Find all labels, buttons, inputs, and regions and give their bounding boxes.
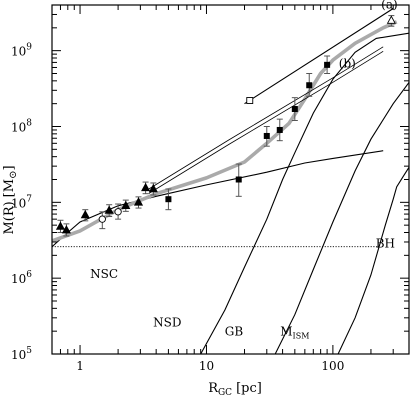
- data-points-layer: [55, 15, 396, 237]
- square-point-0: [165, 196, 172, 203]
- annotation-gb: GB: [225, 325, 244, 339]
- x-axis-title-main: R: [208, 381, 219, 396]
- series-b-line-lower: [148, 50, 384, 194]
- square-point-3: [276, 126, 283, 133]
- series-nsd-line: [200, 32, 409, 354]
- square-point-1: [235, 176, 242, 183]
- y-axis-title-unit-close: ]: [2, 165, 17, 170]
- x-tick-label-1: 10: [199, 359, 214, 373]
- triangle-point-7: [148, 183, 158, 193]
- annotation-m-ism: MISM: [280, 325, 309, 341]
- annotation-bh: BH: [376, 236, 395, 250]
- y-axis-title-main: M(R): [2, 201, 17, 234]
- triangle-point-6: [141, 182, 151, 192]
- series-nsc-line: [52, 150, 384, 248]
- triangle-point-0: [55, 221, 66, 230]
- tick-labels: 1 10 100 105 106 107 108 109: [11, 43, 344, 373]
- series-b-line-upper: [148, 46, 384, 190]
- x-axis-title-sub: GC: [218, 388, 232, 398]
- square-point-6: [324, 61, 331, 68]
- triangle-point-2: [80, 209, 90, 219]
- y-tick-label-0: 105: [11, 346, 32, 362]
- annotation-b: (b): [339, 56, 356, 70]
- series-a-line: [244, 8, 394, 105]
- series-total-mass-line: [52, 20, 398, 243]
- triangle-point-4: [121, 200, 131, 210]
- y-tick-label-1: 106: [11, 270, 32, 286]
- square-point-2: [263, 132, 270, 139]
- triangle-point-5: [133, 197, 144, 206]
- y-axis-title-unit-open: [M: [2, 179, 17, 197]
- plot-frame: [51, 4, 410, 355]
- square-point-4: [291, 106, 298, 113]
- open-triangle-point-0: [386, 15, 396, 24]
- series-gb-line: [274, 82, 409, 354]
- y-tick-label-2: 107: [11, 194, 32, 210]
- square-point-5: [306, 82, 313, 89]
- x-tick-label-0: 1: [76, 359, 84, 373]
- y-axis-title: M(R) [M⊙]: [2, 165, 19, 234]
- triangle-point-1: [61, 224, 71, 234]
- x-tick-label-2: 100: [321, 359, 344, 373]
- sun-symbol-icon: ⊙: [8, 171, 19, 179]
- x-axis-title-unit: [pc]: [236, 381, 262, 396]
- open-circle-point-0: [98, 215, 106, 223]
- x-axis-title: RGC [pc]: [208, 381, 262, 398]
- series-m-ism-line: [337, 167, 409, 354]
- annotation-nsc: NSC: [90, 267, 118, 281]
- triangle-point-3: [104, 205, 114, 214]
- y-tick-label-4: 109: [11, 43, 32, 59]
- y-tick-label-3: 108: [11, 118, 32, 134]
- annotations: (a) (b) BH NSC NSD GB MISM: [90, 0, 398, 341]
- annotation-nsd: NSD: [153, 316, 181, 330]
- annotation-a: (a): [381, 0, 398, 11]
- open-circle-point-1: [114, 208, 122, 216]
- open-square-point-0: [246, 97, 254, 104]
